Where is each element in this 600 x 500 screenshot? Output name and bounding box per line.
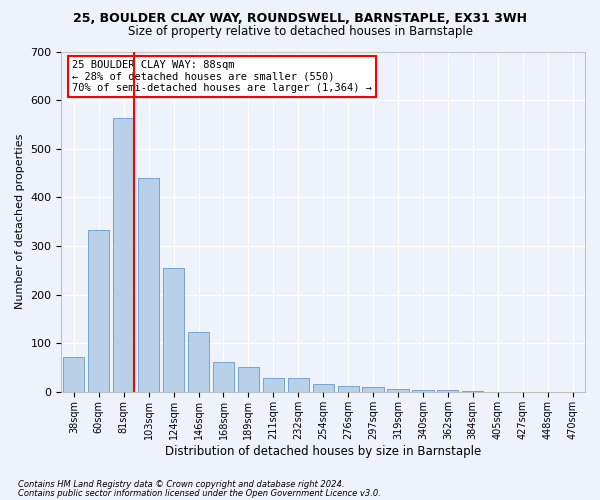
Bar: [362, 386, 383, 392]
Bar: [113, 118, 134, 392]
Bar: [263, 378, 284, 392]
Text: Size of property relative to detached houses in Barnstaple: Size of property relative to detached ho…: [128, 25, 473, 38]
Bar: [213, 362, 234, 392]
Text: Contains public sector information licensed under the Open Government Licence v3: Contains public sector information licen…: [18, 488, 381, 498]
Bar: [338, 386, 359, 392]
Y-axis label: Number of detached properties: Number of detached properties: [15, 134, 25, 310]
Text: Contains HM Land Registry data © Crown copyright and database right 2024.: Contains HM Land Registry data © Crown c…: [18, 480, 344, 489]
Bar: [88, 230, 109, 392]
Bar: [462, 391, 484, 392]
Text: 25 BOULDER CLAY WAY: 88sqm
← 28% of detached houses are smaller (550)
70% of sem: 25 BOULDER CLAY WAY: 88sqm ← 28% of deta…: [72, 60, 372, 93]
Bar: [238, 367, 259, 392]
Bar: [437, 390, 458, 392]
Bar: [412, 390, 434, 392]
Bar: [313, 384, 334, 392]
Bar: [287, 378, 309, 392]
Text: 25, BOULDER CLAY WAY, ROUNDSWELL, BARNSTAPLE, EX31 3WH: 25, BOULDER CLAY WAY, ROUNDSWELL, BARNST…: [73, 12, 527, 26]
Bar: [188, 332, 209, 392]
Bar: [138, 178, 159, 392]
Bar: [63, 357, 85, 392]
Bar: [388, 390, 409, 392]
Bar: [163, 268, 184, 392]
X-axis label: Distribution of detached houses by size in Barnstaple: Distribution of detached houses by size …: [165, 444, 481, 458]
